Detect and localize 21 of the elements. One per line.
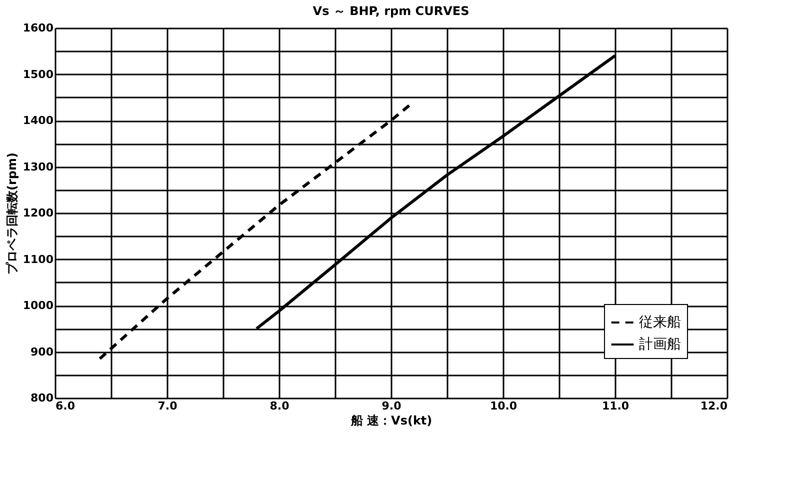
chart-title: Vs ～ BHP, rpm CURVES [312,4,470,18]
y-tick-label: 1200 [22,206,54,220]
x-tick-label: 12.0 [700,400,728,412]
y-tick-label: 1400 [22,114,54,127]
x-tick-label: 10.0 [490,400,518,412]
legend-label: 計画船 [639,336,681,352]
y-tick-label: 1300 [22,160,54,174]
x-tick-label: 9.0 [382,400,402,412]
y-tick-label: 1600 [22,22,54,34]
y-tick-label: 900 [30,345,54,358]
y-tick-label: 1000 [22,299,54,312]
x-tick-label: 8.0 [270,400,290,412]
y-tick-label: 1100 [22,252,54,266]
legend-label: 従来船 [639,314,681,330]
y-tick-label: 800 [30,392,54,404]
x-tick-label: 6.0 [56,400,76,412]
y-axis-title: プロペラ回転数(rpm) [4,152,19,274]
x-tick-label: 7.0 [158,400,178,412]
y-tick-label: 1500 [22,68,54,81]
x-tick-label: 11.0 [602,400,630,412]
x-axis-title: 船 速：Vs(kt) [350,414,432,428]
